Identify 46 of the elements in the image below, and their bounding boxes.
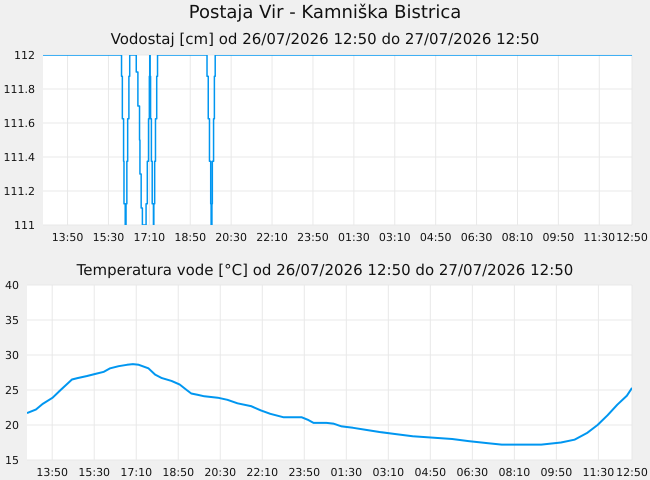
x-tick-label: 18:50	[174, 230, 206, 244]
x-tick-label: 22:10	[256, 230, 288, 244]
y-tick-label: 40	[5, 278, 19, 292]
x-tick-label: 01:30	[330, 466, 362, 479]
y-tick-label: 111.8	[4, 82, 35, 96]
x-tick-label: 11:30	[583, 230, 616, 244]
y-tick-label: 20	[5, 418, 19, 432]
x-tick-label: 04:50	[420, 230, 452, 244]
x-tick-label: 15:30	[92, 230, 124, 244]
x-tick-label: 17:10	[120, 466, 152, 479]
y-tick-label: 30	[5, 348, 19, 362]
y-tick-label: 25	[5, 384, 19, 397]
x-tick-label: 12:50	[616, 230, 648, 244]
x-tick-label: 06:30	[460, 230, 492, 244]
y-tick-label: 111.6	[4, 116, 35, 130]
x-tick-label: 12:50	[616, 466, 648, 479]
chart-title: Postaja Vir - Kamniška Bistrica	[188, 2, 462, 23]
y-tick-label: 35	[5, 314, 19, 327]
x-tick-label: 20:30	[204, 466, 236, 479]
x-tick-label: 23:50	[297, 230, 329, 244]
x-tick-label: 06:30	[456, 466, 488, 479]
x-tick-label: 17:10	[133, 230, 166, 244]
x-tick-label: 15:30	[78, 466, 110, 479]
line-series	[27, 363, 632, 446]
chart-title: Temperatura vode [°C] od 26/07/2026 12:50 do 27/07/2026 12:50	[76, 261, 574, 279]
x-tick-label: 13:50	[36, 466, 68, 479]
x-tick-label: 01:30	[338, 230, 370, 244]
x-tick-label: 22:10	[246, 466, 278, 479]
x-tick-label: 03:10	[372, 466, 404, 479]
y-tick-label: 15	[5, 454, 19, 467]
x-tick-label: 09:50	[542, 230, 574, 244]
x-tick-label: 03:10	[378, 230, 411, 244]
chart-subtitle: Vodostaj [cm] od 26/07/2026 12:50 do 27/07/2026 12:50	[110, 30, 540, 48]
x-tick-label: 04:50	[414, 466, 446, 479]
y-tick-label: 111.4	[4, 150, 35, 164]
x-tick-label: 08:10	[502, 230, 534, 244]
x-tick-label: 23:50	[288, 466, 320, 479]
y-tick-label: 112	[14, 48, 35, 62]
x-tick-label: 20:30	[215, 230, 248, 244]
y-tick-label: 111	[14, 218, 35, 232]
x-tick-label: 13:50	[52, 230, 84, 244]
x-tick-label: 09:50	[540, 466, 572, 479]
y-tick-label: 111.2	[4, 184, 35, 198]
x-tick-label: 11:30	[582, 466, 614, 479]
x-tick-label: 18:50	[162, 466, 194, 479]
x-tick-label: 08:10	[498, 466, 530, 479]
